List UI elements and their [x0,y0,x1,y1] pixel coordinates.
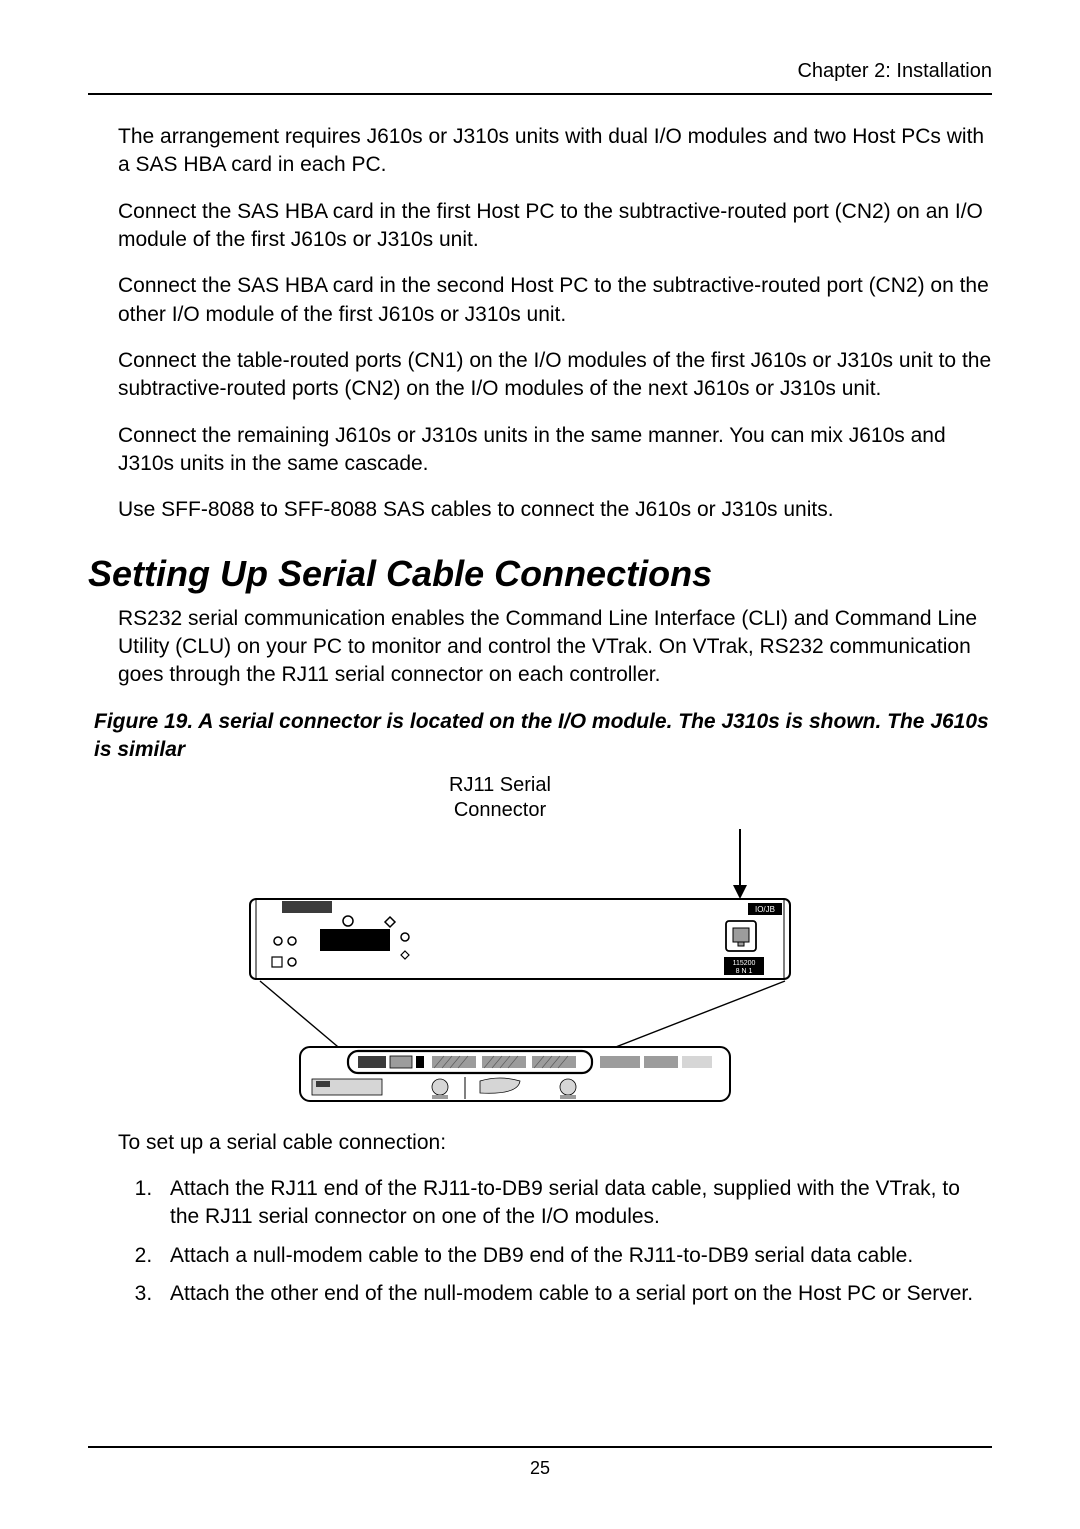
chapter-label: Chapter 2: Installation [797,60,992,82]
step-item: Attach the RJ11 end of the RJ11-to-DB9 s… [158,1175,992,1232]
section-heading: Setting Up Serial Cable Connections [88,553,992,595]
step-item: Attach a null-modem cable to the DB9 end… [158,1242,992,1270]
page-number: 25 [530,1458,550,1478]
page-header: Chapter 2: Installation [88,60,992,95]
body-paragraph: Use SFF-8088 to SFF-8088 SAS cables to c… [88,496,992,524]
figure-svg: IO/JB 115200 8 N 1 [230,829,850,1109]
callout-line: RJ11 Serial [449,774,551,796]
body-paragraph: Connect the SAS HBA card in the first Ho… [88,198,992,255]
setup-intro: To set up a serial cable connection: [88,1129,992,1157]
page: Chapter 2: Installation The arrangement … [0,0,1080,1529]
baud-label: 8 N 1 [736,968,753,975]
figure: RJ11 Serial Connector [190,773,890,1109]
figure-caption: Figure 19. A serial connector is located… [88,708,992,765]
figure-callout: RJ11 Serial Connector [400,773,600,823]
baud-label: 115200 [733,960,756,967]
callout-line: Connector [454,799,546,821]
section-paragraph: RS232 serial communication enables the C… [88,605,992,690]
body-paragraph: Connect the table-routed ports (CN1) on … [88,347,992,404]
body-paragraph: Connect the remaining J610s or J310s uni… [88,422,992,479]
body-paragraph: Connect the SAS HBA card in the second H… [88,272,992,329]
io-label: IO/JB [755,905,775,914]
step-item: Attach the other end of the null-modem c… [158,1280,992,1308]
rear-chassis-icon [300,1047,730,1101]
setup-steps: Attach the RJ11 end of the RJ11-to-DB9 s… [88,1175,992,1308]
io-module-panel-icon: IO/JB 115200 8 N 1 [250,899,790,979]
page-footer: 25 [88,1446,992,1479]
body-paragraph: The arrangement requires J610s or J310s … [88,123,992,180]
